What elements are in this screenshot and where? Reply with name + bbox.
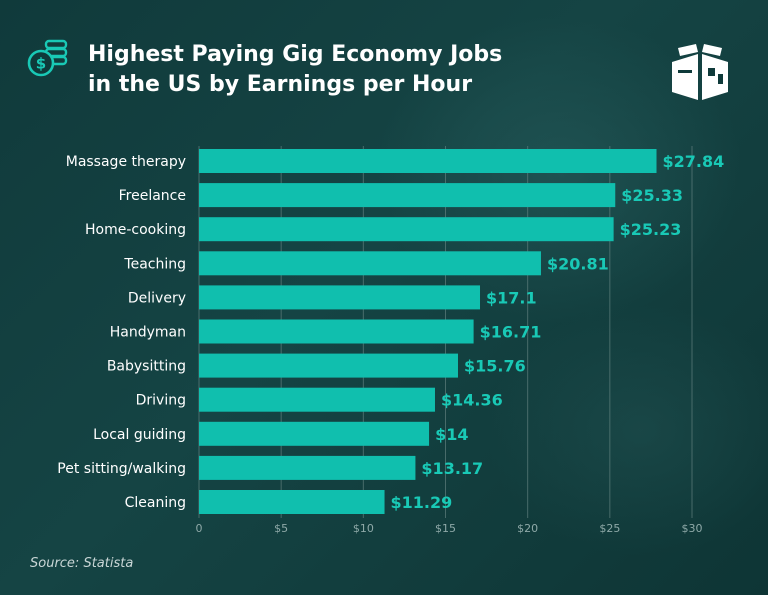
x-tick-label: $25 [599, 522, 620, 535]
bar [199, 353, 458, 378]
value-label: $27.84 [663, 152, 725, 171]
category-label: Babysitting [107, 359, 186, 375]
value-label: $20.81 [547, 254, 609, 273]
x-tick-label: 0 [196, 522, 203, 535]
bar [199, 149, 657, 173]
category-label: Handyman [110, 325, 186, 341]
x-tick-label: $10 [353, 522, 374, 535]
bar [199, 455, 416, 480]
value-label: $25.23 [620, 220, 682, 239]
chart-title: Highest Paying Gig Economy Jobs in the U… [88, 40, 608, 100]
bar [199, 490, 385, 514]
category-label: Teaching [123, 256, 186, 272]
category-label: Driving [136, 393, 186, 409]
category-label: Delivery [128, 290, 186, 306]
bar [199, 421, 430, 446]
value-label: $14.36 [441, 391, 503, 410]
value-label: $25.33 [621, 186, 683, 205]
bar [199, 251, 541, 276]
category-label: Local guiding [93, 427, 186, 443]
bar [199, 319, 474, 344]
value-label: $17.1 [486, 288, 537, 307]
chart-title-line-2: in the US by Earnings per Hour [88, 72, 473, 97]
source-note: Source: Statista [30, 556, 134, 571]
bar [199, 387, 435, 412]
category-label: Freelance [119, 188, 186, 204]
bar [199, 183, 616, 208]
value-label: $13.17 [421, 459, 483, 478]
category-label: Massage therapy [66, 154, 186, 170]
chart-title-line-1: Highest Paying Gig Economy Jobs [88, 42, 503, 67]
x-tick-label: $30 [682, 522, 703, 535]
dollar-coins-icon: $ [27, 39, 68, 77]
x-tick-label: $5 [274, 522, 288, 535]
x-tick-label: $20 [517, 522, 538, 535]
box-logo-icon [672, 44, 728, 100]
category-label: Home-cooking [85, 222, 186, 238]
category-label: Cleaning [125, 495, 186, 511]
bar [199, 285, 481, 310]
svg-text:$: $ [36, 55, 46, 73]
bar [199, 217, 614, 242]
value-label: $15.76 [464, 357, 526, 376]
value-label: $16.71 [480, 323, 542, 342]
category-label: Pet sitting/walking [57, 461, 186, 477]
value-label: $14 [435, 425, 468, 444]
x-tick-label: $15 [435, 522, 456, 535]
value-label: $11.29 [391, 493, 453, 512]
